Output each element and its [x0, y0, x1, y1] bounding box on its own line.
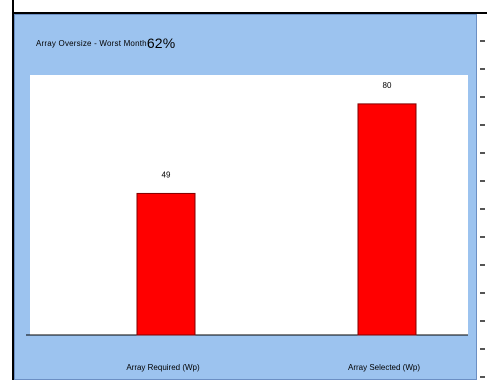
- right-strip-tick: [480, 348, 485, 350]
- right-strip-tick: [480, 124, 485, 126]
- top-border: [0, 0, 487, 14]
- labels-layer: 49 Array Required (Wp) 80 Array Selected (W…: [126, 81, 420, 372]
- bar-1: [136, 192, 196, 336]
- bar-2: [357, 103, 417, 336]
- right-strip-tick: [480, 180, 485, 182]
- right-strip-tick: [480, 96, 485, 98]
- right-strip-tick: [480, 40, 485, 42]
- right-strip-tick: [480, 236, 485, 238]
- chart-title: Array Oversize - Worst Month62%: [36, 35, 175, 51]
- left-border: [0, 0, 14, 380]
- right-strip-tick: [480, 152, 485, 154]
- chart-title-value: 62%: [146, 35, 176, 51]
- right-strip-tick: [480, 376, 485, 378]
- right-strip-tick: [480, 264, 485, 266]
- category-label-1: Array Required (Wp): [126, 363, 200, 372]
- right-strip: [477, 14, 487, 380]
- data-label-2: 80: [383, 81, 392, 90]
- bars-layer: [136, 103, 417, 336]
- right-strip-tick: [480, 208, 485, 210]
- chart-title-text: Array Oversize - Worst Month: [36, 39, 147, 48]
- right-strip-tick: [480, 292, 485, 294]
- right-strip-tick: [480, 320, 485, 322]
- data-label-1: 49: [162, 170, 171, 179]
- category-label-2: Array Selected (Wp): [348, 363, 420, 372]
- right-strip-tick: [480, 68, 485, 70]
